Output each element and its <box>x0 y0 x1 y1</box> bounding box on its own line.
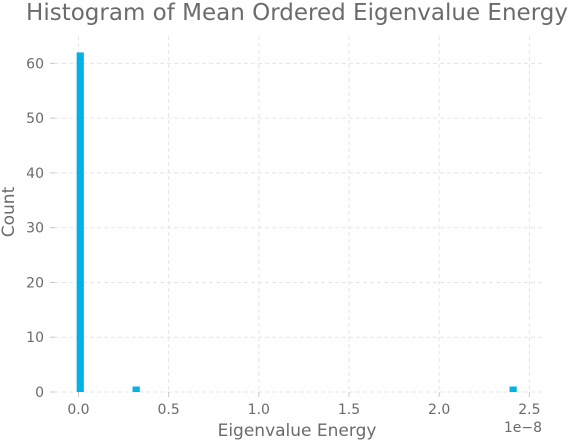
histogram-bar <box>76 52 84 392</box>
histogram-bars <box>76 52 517 392</box>
x-tick-label: 0.0 <box>67 402 89 418</box>
y-tick-label: 50 <box>26 111 44 127</box>
grid-lines <box>55 36 542 393</box>
x-tick-label: 1.5 <box>338 402 360 418</box>
histogram-bar <box>132 386 140 392</box>
y-tick-label: 20 <box>26 275 44 291</box>
x-tick-label: 0.5 <box>158 402 180 418</box>
x-tick-label: 1.0 <box>248 402 270 418</box>
x-axis-offset-label: 1e−8 <box>504 420 542 436</box>
x-axis-ticks: 0.0 0.5 1.0 1.5 2.0 2.5 <box>67 392 541 418</box>
y-tick-label: 60 <box>26 56 44 72</box>
chart-title: Histogram of Mean Ordered Eigenvalue Ene… <box>26 0 568 26</box>
x-tick-label: 2.0 <box>428 402 450 418</box>
x-tick-label: 2.5 <box>518 402 540 418</box>
y-tick-label: 10 <box>26 330 44 346</box>
histogram-bar <box>509 386 517 392</box>
y-tick-label: 40 <box>26 166 44 182</box>
y-axis-label: Count <box>0 186 19 237</box>
x-axis-label: Eigenvalue Energy <box>218 421 377 440</box>
y-tick-label: 0 <box>35 385 44 401</box>
y-axis-ticks: 0 10 20 30 40 50 60 <box>26 56 55 401</box>
y-tick-label: 30 <box>26 221 44 237</box>
